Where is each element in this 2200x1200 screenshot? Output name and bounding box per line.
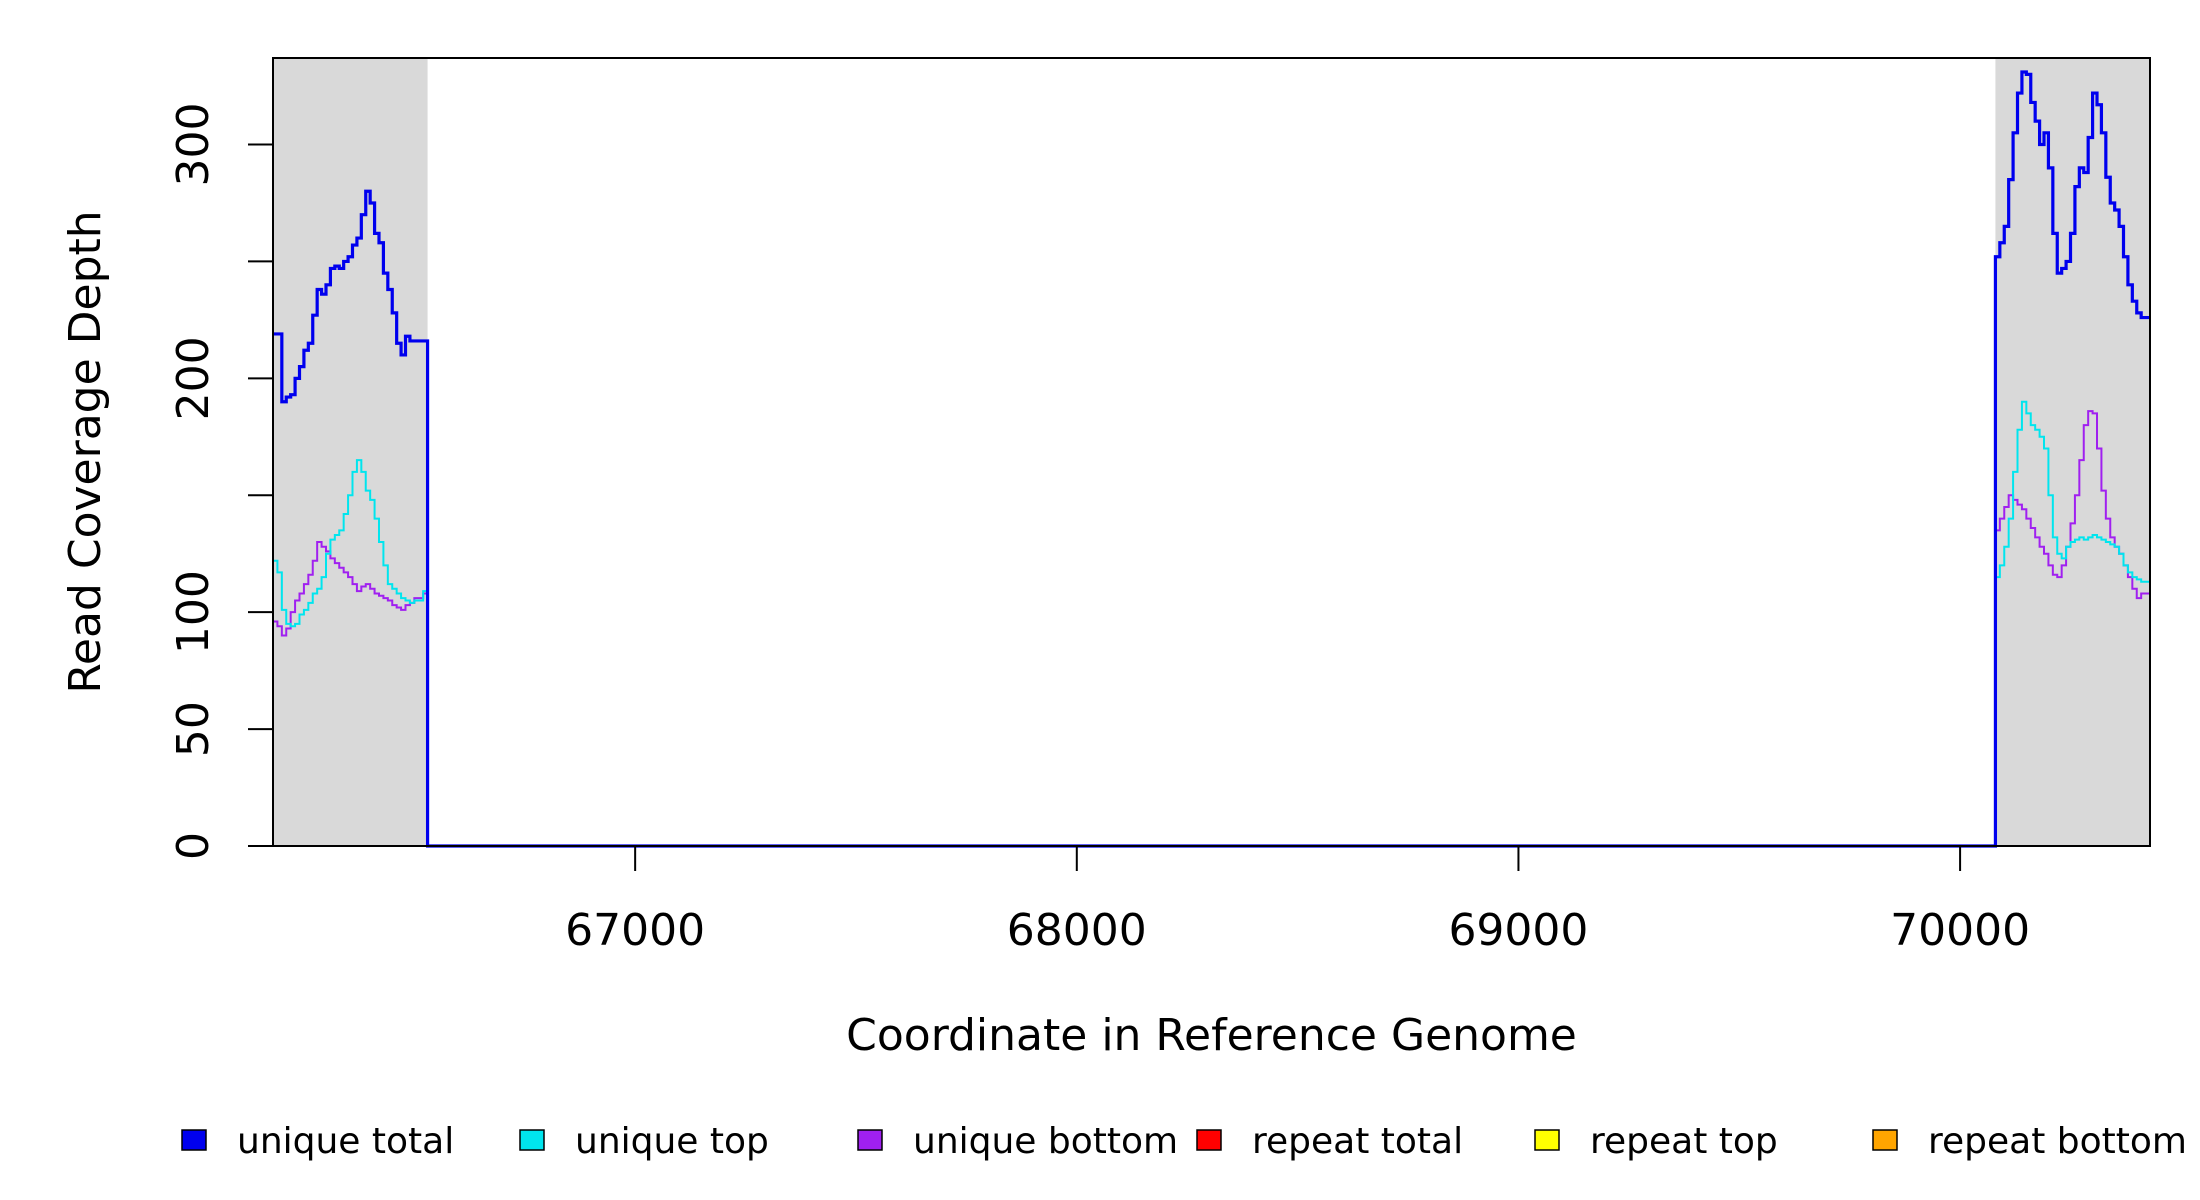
legend: unique total unique top unique bottom repea… (181, 1121, 2187, 1162)
legend-label-repeat-bottom: repeat bottom (1928, 1121, 2187, 1162)
x-axis: 67000 68000 69000 70000 (565, 845, 2030, 956)
plot-frame (272, 57, 2151, 847)
x-tick-label: 68000 (1007, 905, 1147, 956)
y-tick-label: 200 (168, 336, 219, 420)
series-line-unique-bottom (273, 410, 2150, 847)
x-tick-label: 67000 (565, 905, 705, 956)
legend-swatch-unique-total (181, 1129, 207, 1151)
y-tick-label: 300 (168, 103, 219, 187)
shaded-region-1 (273, 58, 428, 846)
legend-label-repeat-total: repeat total (1252, 1121, 1463, 1162)
x-axis-label: Coordinate in Reference Genome (846, 1010, 1577, 1061)
legend-swatch-unique-top (519, 1129, 545, 1151)
legend-label-unique-total: unique total (237, 1121, 454, 1162)
x-tick-label: 69000 (1448, 905, 1588, 956)
legend-swatch-repeat-bottom (1872, 1129, 1898, 1151)
y-axis: 0 50 100 200 300 (168, 103, 273, 860)
y-axis-label: Read Coverage Depth (60, 210, 111, 693)
y-tick-label: 50 (168, 701, 219, 757)
legend-swatch-repeat-top (1534, 1129, 1560, 1151)
legend-label-unique-top: unique top (575, 1121, 769, 1162)
shaded-regions (273, 58, 2150, 846)
series-line-unique-total (273, 70, 2150, 848)
legend-label-repeat-top: repeat top (1590, 1121, 1778, 1162)
legend-swatch-unique-bottom (857, 1129, 883, 1151)
series-lines (273, 70, 2150, 848)
legend-label-unique-bottom: unique bottom (913, 1121, 1178, 1162)
shaded-region-2 (1995, 58, 2150, 846)
y-tick-label: 100 (168, 570, 219, 654)
y-tick-label: 0 (168, 832, 219, 860)
legend-swatch-repeat-total (1196, 1129, 1222, 1151)
series-line-unique-top (273, 400, 2150, 847)
x-tick-label: 70000 (1890, 905, 2030, 956)
